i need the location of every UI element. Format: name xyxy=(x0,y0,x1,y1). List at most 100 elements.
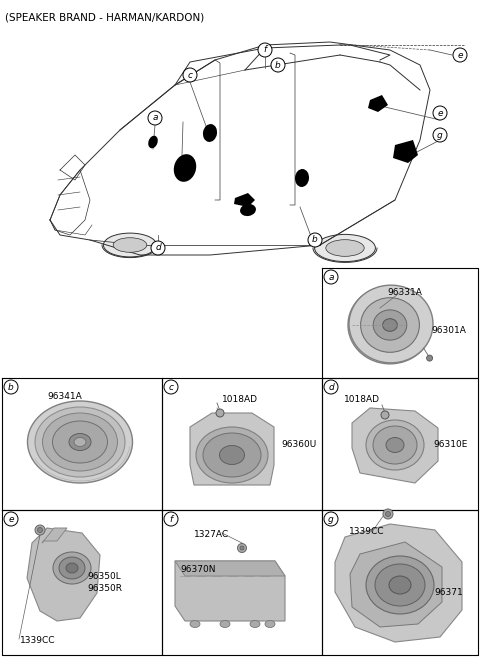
Text: 96331A: 96331A xyxy=(387,288,422,297)
Circle shape xyxy=(271,58,285,72)
Circle shape xyxy=(4,380,18,394)
Ellipse shape xyxy=(190,620,200,627)
Ellipse shape xyxy=(360,298,420,352)
Circle shape xyxy=(37,528,43,533)
Ellipse shape xyxy=(240,204,256,216)
Circle shape xyxy=(427,355,432,361)
Circle shape xyxy=(433,128,447,142)
Ellipse shape xyxy=(196,427,268,483)
Ellipse shape xyxy=(27,401,132,483)
Circle shape xyxy=(183,68,197,82)
Ellipse shape xyxy=(373,310,407,340)
Polygon shape xyxy=(27,528,100,621)
Circle shape xyxy=(238,543,247,553)
Ellipse shape xyxy=(59,557,85,579)
Ellipse shape xyxy=(66,563,78,573)
Text: a: a xyxy=(328,273,334,281)
Text: 1018AD: 1018AD xyxy=(222,395,258,404)
Ellipse shape xyxy=(383,319,397,331)
Polygon shape xyxy=(368,95,388,112)
Ellipse shape xyxy=(174,154,196,182)
Text: 96350R: 96350R xyxy=(87,584,122,593)
Circle shape xyxy=(381,411,389,419)
Ellipse shape xyxy=(43,413,118,471)
Text: g: g xyxy=(328,514,334,524)
Circle shape xyxy=(383,509,393,519)
Ellipse shape xyxy=(366,420,424,470)
Circle shape xyxy=(433,106,447,120)
Ellipse shape xyxy=(265,620,275,627)
Text: (SPEAKER BRAND - HARMAN/KARDON): (SPEAKER BRAND - HARMAN/KARDON) xyxy=(5,13,204,23)
Text: f: f xyxy=(264,45,266,55)
Circle shape xyxy=(216,409,224,417)
Ellipse shape xyxy=(386,438,404,453)
Circle shape xyxy=(240,546,244,550)
Ellipse shape xyxy=(348,286,432,364)
Text: e: e xyxy=(437,108,443,118)
Ellipse shape xyxy=(69,434,91,451)
Circle shape xyxy=(4,512,18,526)
Text: 96370N: 96370N xyxy=(180,565,216,574)
Text: c: c xyxy=(168,382,173,392)
Ellipse shape xyxy=(326,240,364,256)
Polygon shape xyxy=(175,561,285,621)
Polygon shape xyxy=(350,542,442,627)
Ellipse shape xyxy=(113,238,147,252)
Circle shape xyxy=(324,380,338,394)
Polygon shape xyxy=(393,140,418,163)
Ellipse shape xyxy=(52,421,108,463)
Circle shape xyxy=(164,512,178,526)
Text: 96310E: 96310E xyxy=(433,440,468,449)
Text: 96301A: 96301A xyxy=(431,326,466,335)
Polygon shape xyxy=(175,561,285,576)
Circle shape xyxy=(148,111,162,125)
Text: 1339CC: 1339CC xyxy=(20,636,56,645)
Ellipse shape xyxy=(373,426,417,464)
Ellipse shape xyxy=(53,552,91,584)
Circle shape xyxy=(151,241,165,255)
Ellipse shape xyxy=(314,235,375,261)
Circle shape xyxy=(164,380,178,394)
Ellipse shape xyxy=(203,124,217,142)
Text: 96341A: 96341A xyxy=(47,392,82,401)
Ellipse shape xyxy=(203,433,261,477)
Circle shape xyxy=(324,270,338,284)
Polygon shape xyxy=(335,524,462,642)
Text: e: e xyxy=(8,514,14,524)
Ellipse shape xyxy=(295,169,309,187)
Text: c: c xyxy=(188,70,192,79)
Circle shape xyxy=(324,512,338,526)
Ellipse shape xyxy=(366,556,434,614)
Circle shape xyxy=(385,512,391,516)
Ellipse shape xyxy=(148,136,158,148)
Text: 1339CC: 1339CC xyxy=(349,527,385,536)
Polygon shape xyxy=(234,193,255,207)
Ellipse shape xyxy=(103,233,156,257)
Text: d: d xyxy=(328,382,334,392)
Text: b: b xyxy=(275,60,281,70)
Text: 96350L: 96350L xyxy=(87,572,121,581)
Ellipse shape xyxy=(375,564,425,606)
Ellipse shape xyxy=(74,438,86,447)
Polygon shape xyxy=(352,408,438,483)
Circle shape xyxy=(453,48,467,62)
Circle shape xyxy=(308,233,322,247)
Text: 96360U: 96360U xyxy=(282,440,317,449)
Text: d: d xyxy=(155,244,161,252)
Text: 1018AD: 1018AD xyxy=(344,395,380,404)
Text: 1327AC: 1327AC xyxy=(194,530,229,539)
Text: b: b xyxy=(8,382,14,392)
Text: a: a xyxy=(152,114,158,122)
Polygon shape xyxy=(42,528,67,543)
Ellipse shape xyxy=(250,620,260,627)
Text: e: e xyxy=(457,51,463,60)
Text: g: g xyxy=(437,131,443,139)
Circle shape xyxy=(258,43,272,57)
Ellipse shape xyxy=(35,407,125,477)
Text: b: b xyxy=(312,235,318,244)
Text: 96371: 96371 xyxy=(434,588,463,597)
Ellipse shape xyxy=(219,445,244,464)
Circle shape xyxy=(35,525,45,535)
Text: f: f xyxy=(169,514,173,524)
Ellipse shape xyxy=(220,620,230,627)
